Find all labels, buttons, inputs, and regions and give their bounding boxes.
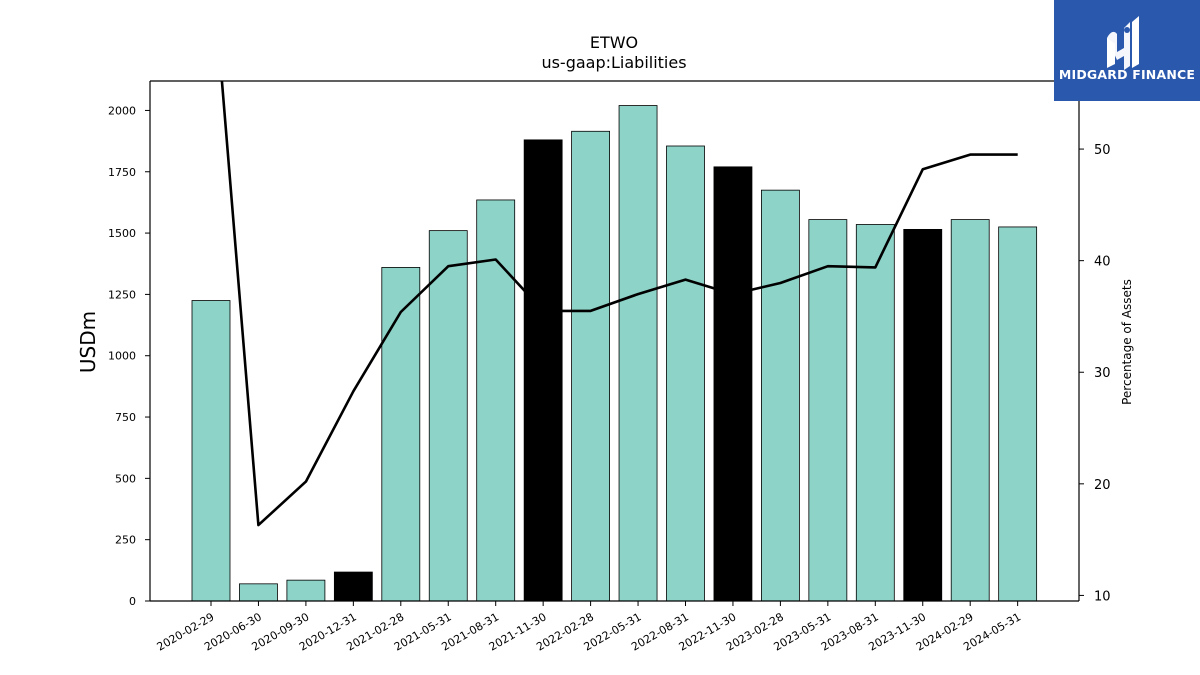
y-tick-label-0: 0 bbox=[129, 595, 136, 608]
y2-tick-label-30: 30 bbox=[1094, 366, 1111, 381]
bar-2023-08-31 bbox=[855, 224, 895, 602]
y2-tick-label-10: 10 bbox=[1094, 589, 1111, 604]
logo-mark-icon bbox=[1107, 16, 1139, 70]
y-tick-label-250: 250 bbox=[115, 534, 136, 547]
y-tick-label-1750: 1750 bbox=[108, 166, 136, 179]
bar-2024-05-31 bbox=[998, 226, 1038, 602]
bar-2022-02-28 bbox=[571, 130, 610, 602]
percentage-line bbox=[220, 81, 1018, 527]
bar-2022-08-31 bbox=[666, 145, 705, 602]
logo-text: MIDGARD FINANCE bbox=[1058, 67, 1196, 82]
bar-2021-02-28 bbox=[381, 267, 421, 602]
y-tick-label-1250: 1250 bbox=[108, 288, 136, 301]
y2-tick-label-50: 50 bbox=[1094, 143, 1111, 158]
y-tick-label-1500: 1500 bbox=[108, 227, 136, 240]
bar-2020-06-30 bbox=[239, 583, 278, 602]
y-axis-label: USDm bbox=[76, 311, 100, 373]
bar-2024-02-29 bbox=[950, 219, 990, 602]
line-series bbox=[220, 81, 1018, 527]
bar-2020-02-29 bbox=[191, 300, 231, 602]
bar-series bbox=[191, 105, 1038, 602]
bar-2020-09-30 bbox=[286, 579, 326, 602]
bar-2020-12-31 bbox=[333, 571, 373, 602]
y2-tick-label-40: 40 bbox=[1094, 255, 1111, 270]
y2-axis-label: Percentage of Assets bbox=[1120, 279, 1134, 405]
bar-2022-05-31 bbox=[618, 105, 658, 602]
bar-2023-05-31 bbox=[808, 219, 848, 602]
y-tick-label-1000: 1000 bbox=[108, 350, 136, 363]
bar-2023-11-30 bbox=[903, 228, 943, 602]
bar-2021-11-30 bbox=[523, 139, 563, 602]
bar-2021-05-31 bbox=[428, 230, 468, 602]
y-tick-label-500: 500 bbox=[115, 472, 136, 485]
y-tick-label-2000: 2000 bbox=[108, 104, 136, 117]
bar-2023-02-28 bbox=[761, 189, 800, 602]
chart-title: ETWO bbox=[590, 33, 638, 52]
midgard-finance-logo: MIDGARD FINANCE bbox=[1054, 0, 1200, 101]
y-tick-label-750: 750 bbox=[115, 411, 136, 424]
chart-subtitle: us-gaap:Liabilities bbox=[541, 53, 686, 72]
bar-2021-08-31 bbox=[476, 199, 516, 602]
bar-2022-11-30 bbox=[713, 166, 753, 602]
y2-tick-label-20: 20 bbox=[1094, 478, 1111, 493]
